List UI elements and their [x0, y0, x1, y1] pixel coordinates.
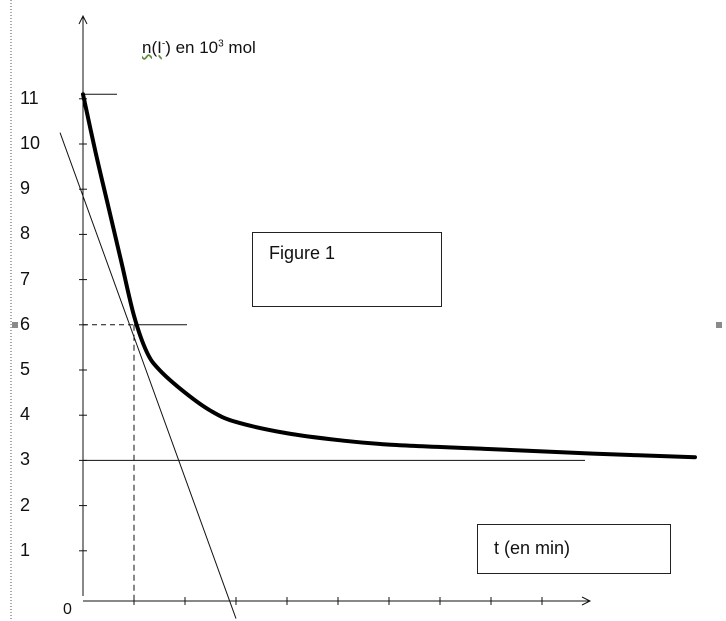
y-tick-label: 10: [20, 133, 41, 153]
x-axis-label-box-visible: t (en min): [477, 524, 671, 574]
figure-label: Figure 1: [269, 243, 336, 263]
figure-label-box: Figure 1: [252, 232, 442, 307]
x-axis-arrow: [581, 596, 592, 606]
y-tick-label: 1: [20, 539, 31, 560]
axes-layer: [78, 14, 592, 606]
selection-handle-right[interactable]: [716, 322, 722, 328]
y-tick-label: 5: [20, 359, 31, 379]
y-tick-label: 4: [20, 404, 31, 425]
y-tick-label: 11: [20, 87, 39, 108]
origin-label: 0: [63, 601, 72, 618]
y-tick-label: 3: [20, 449, 31, 470]
y-axis-label: n(I-) en 103 mol: [142, 38, 256, 57]
tangent-line: [59, 132, 237, 619]
y-tick-label: 6: [20, 313, 31, 334]
grid-layer: [83, 93, 585, 601]
x-axis-label: t (en min): [494, 538, 571, 558]
y-tick-label: 9: [20, 178, 31, 199]
y-tick-label: 2: [20, 494, 31, 515]
y-tick-label: 7: [20, 268, 31, 289]
series-layer: [59, 92, 697, 619]
selection-handle-left[interactable]: [12, 322, 18, 328]
y-tick-label: 8: [20, 223, 31, 244]
y-axis-arrow: [78, 14, 88, 25]
